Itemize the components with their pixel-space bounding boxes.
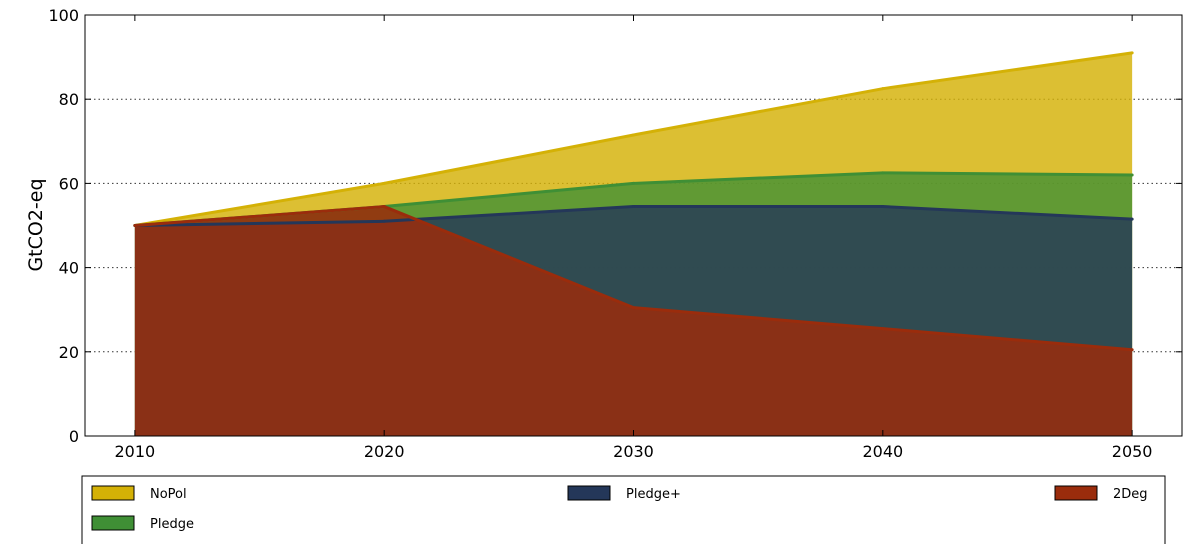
- area-2deg: [134, 206, 1133, 436]
- x-tick-label: 2020: [364, 442, 405, 461]
- point-pledge-plus-2040: [881, 205, 885, 209]
- legend-label-nopol: NoPol: [150, 487, 187, 502]
- point-2deg-2050: [1130, 348, 1134, 352]
- y-tick-label: 0: [69, 427, 79, 446]
- y-tick-label: 20: [59, 343, 79, 362]
- point-pledge-plus-2020: [382, 219, 386, 223]
- point-2deg-2010: [133, 224, 137, 227]
- point-pledge-2030: [632, 181, 635, 185]
- x-tick-label: 2040: [862, 442, 903, 461]
- point-pledge-plus-2050: [1130, 217, 1134, 221]
- x-tick-label: 2050: [1112, 442, 1153, 461]
- point-2deg-2030: [632, 306, 635, 310]
- legend: NoPol Pledge+ 2Deg Pledge: [81, 475, 1166, 544]
- legend-swatch-nopol: [91, 485, 135, 501]
- point-pledge-2040: [881, 171, 885, 175]
- x-tick-label: 2010: [115, 442, 156, 461]
- y-tick-label: 40: [59, 259, 79, 278]
- y-tick-label: 100: [48, 6, 79, 25]
- legend-swatch-pledge-plus: [567, 485, 611, 501]
- legend-label-pledge: Pledge: [150, 517, 194, 532]
- legend-swatch-pledge: [91, 515, 135, 531]
- point-pledge-plus-2030: [632, 205, 635, 209]
- point-nopol-2050: [1130, 51, 1134, 55]
- x-tick-label: 2030: [613, 442, 654, 461]
- legend-label-2deg: 2Deg: [1113, 487, 1148, 502]
- point-2deg-2020: [382, 205, 386, 209]
- point-nopol-2020: [382, 181, 386, 185]
- legend-box: [81, 475, 1166, 544]
- y-tick-label: 60: [59, 174, 79, 193]
- point-nopol-2040: [881, 87, 885, 91]
- point-2deg-2040: [881, 327, 885, 331]
- point-nopol-2030: [632, 133, 635, 137]
- legend-label-pledge-plus: Pledge+: [626, 487, 681, 502]
- legend-swatch-2deg: [1054, 485, 1098, 501]
- y-axis-label: GtCO2-eq: [25, 178, 47, 271]
- point-pledge-2050: [1130, 173, 1134, 177]
- y-tick-label: 80: [59, 90, 79, 109]
